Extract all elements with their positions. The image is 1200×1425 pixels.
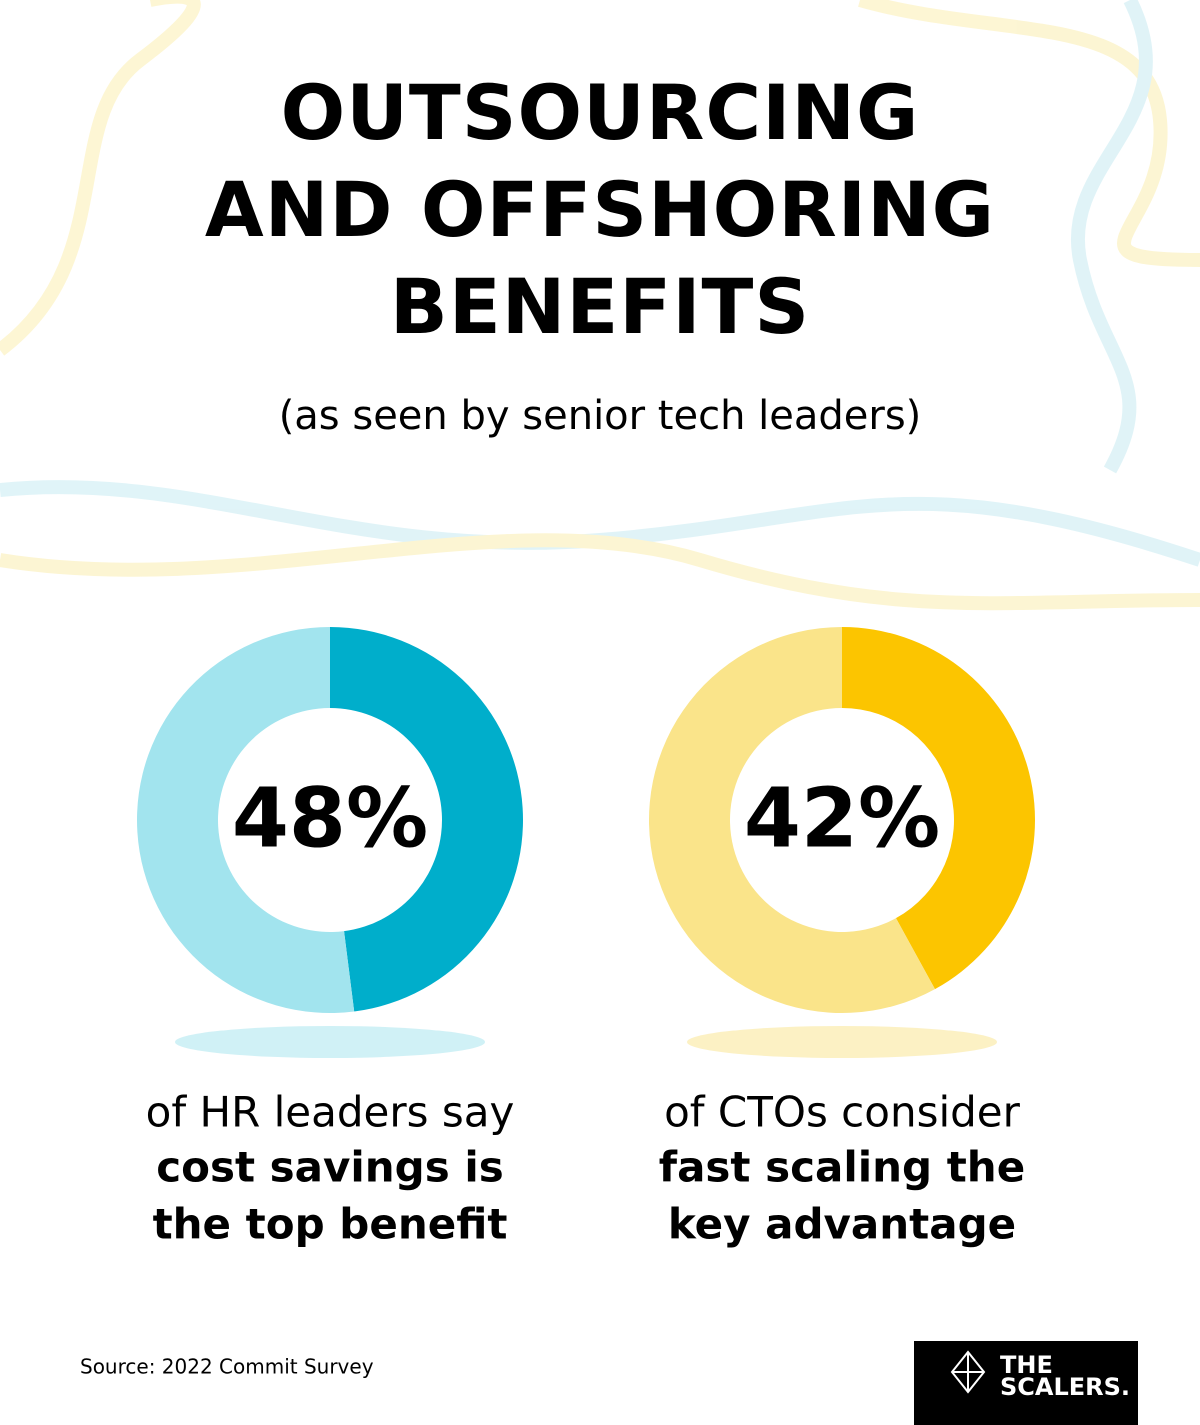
subtitle: (as seen by senior tech leaders) (279, 393, 922, 439)
value-label: 48% (232, 771, 428, 866)
donut-segment (330, 627, 524, 1012)
source: Source: 2022 Commit Survey (80, 1355, 374, 1379)
shadow (687, 1026, 997, 1058)
caption: of HR leaders say (146, 1088, 515, 1137)
title-line: OUTSOURCING (281, 68, 920, 157)
value-label: 42% (744, 771, 940, 866)
caption: of CTOs consider (664, 1088, 1021, 1137)
logo-icon (950, 1350, 986, 1394)
caption-emphasis: fast scaling the (659, 1143, 1025, 1192)
caption-emphasis: cost savings is (156, 1143, 504, 1192)
logo-text: SCALERS. (1000, 1373, 1130, 1401)
shadow (175, 1026, 485, 1058)
caption-emphasis: key advantage (668, 1200, 1016, 1249)
logo-text: THE (1000, 1351, 1053, 1379)
title-line: BENEFITS (390, 262, 810, 351)
donut-segment (137, 627, 355, 1013)
caption-emphasis: the top benefit (153, 1200, 508, 1249)
logo-box (914, 1341, 1138, 1425)
donut-segment (649, 627, 935, 1014)
donut-segment (842, 627, 1035, 990)
title-line: AND OFFSHORING (205, 165, 995, 254)
background-waves (0, 0, 1200, 611)
